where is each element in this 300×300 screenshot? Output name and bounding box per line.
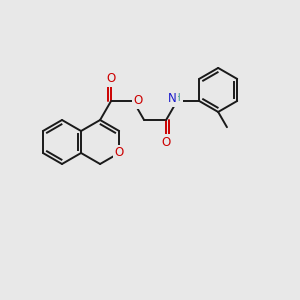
Text: N: N <box>168 92 176 105</box>
Text: O: O <box>134 94 143 107</box>
Text: O: O <box>106 72 116 85</box>
Text: O: O <box>115 146 124 160</box>
Text: H: H <box>173 93 181 103</box>
Text: O: O <box>161 136 171 149</box>
